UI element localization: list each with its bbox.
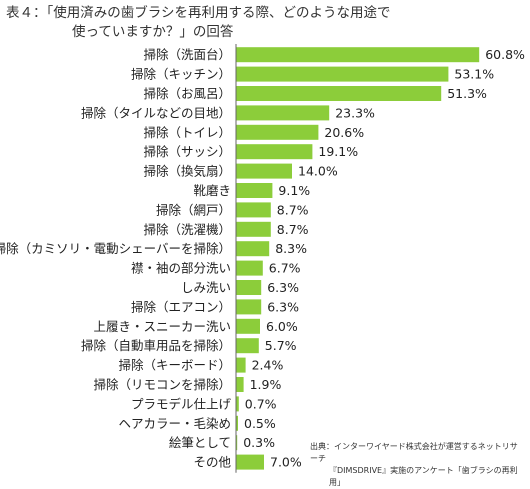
value-label: 14.0% (298, 164, 338, 179)
bar (236, 86, 442, 101)
value-label: 20.6% (324, 125, 364, 140)
value-label: 2.4% (252, 358, 284, 373)
category-label: 掃除（エアコン） (131, 299, 231, 314)
category-label: 掃除（お風呂） (143, 86, 231, 101)
source-note-line1: 出典：インターワイヤード株式会社が運営するネットリサーチ (310, 442, 518, 463)
category-label: 上履き・スニーカー洗い (93, 319, 231, 334)
category-label: その他 (193, 455, 231, 470)
bar (236, 124, 319, 140)
value-label: 23.3% (335, 105, 375, 120)
category-label: 絵筆として (169, 435, 231, 450)
value-label: 8.7% (277, 222, 309, 237)
category-label: 掃除（網戸） (156, 202, 231, 217)
category-label: 掃除（洗面台） (143, 47, 231, 62)
value-label: 6.7% (269, 261, 301, 276)
value-label: 8.3% (275, 241, 307, 256)
category-label: 掃除（タイルなどの目地） (81, 105, 231, 120)
bar (236, 260, 263, 276)
value-label: 9.1% (278, 183, 310, 198)
category-label: 掃除（換気扇） (143, 164, 231, 179)
value-label: 0.5% (244, 416, 276, 431)
category-label: 掃除（カミソリ・電動シェーバーを掃除） (0, 241, 231, 256)
category-label: 襟・袖の部分洗い (131, 261, 231, 276)
chart-title-line1: 表４：「使用済みの歯ブラシを再利用する際、どのような用途で (6, 5, 391, 21)
bar (236, 415, 238, 431)
bar (236, 299, 262, 315)
source-note-line2: 『DIMSDRIVE』実施のアンケート「歯ブラシの再利用」 (329, 466, 518, 487)
value-label: 60.8% (485, 47, 525, 62)
bar (236, 241, 270, 257)
value-label: 1.9% (250, 377, 282, 392)
chart-title-line2: 使っていますか？」の回答 (72, 24, 234, 40)
value-label: 5.7% (265, 338, 297, 353)
category-label: 掃除（洗濯機） (143, 222, 231, 237)
value-label: 8.7% (277, 202, 309, 217)
category-label: 掃除（サッシ） (143, 144, 231, 159)
category-label: 靴磨き (193, 183, 231, 198)
bar (236, 318, 260, 334)
bar (236, 47, 480, 63)
bar (236, 221, 271, 237)
bar (236, 377, 244, 392)
bar (236, 202, 271, 218)
value-label: 7.0% (270, 455, 302, 470)
value-label: 0.7% (245, 396, 277, 411)
category-label: プラモデル仕上げ (131, 396, 232, 411)
bar (236, 280, 262, 295)
chart-title: 表４：「使用済みの歯ブラシを再利用する際、どのような用途で 使っていますか？」の… (6, 4, 526, 42)
bar (236, 357, 246, 373)
bar (236, 105, 330, 121)
value-label: 51.3% (447, 86, 487, 101)
bar (236, 66, 449, 82)
source-note: 出典：インターワイヤード株式会社が運営するネットリサーチ 『DIMSDRIVE』… (310, 441, 525, 489)
value-label: 6.3% (267, 280, 299, 295)
category-label: 掃除（キーボード） (118, 358, 231, 373)
value-label: 6.3% (267, 299, 299, 314)
category-label: 掃除（リモコンを掃除） (93, 377, 231, 392)
category-label: 掃除（自動車用品を掃除） (81, 338, 231, 353)
bar (236, 144, 313, 160)
bar (236, 396, 239, 412)
category-label: 掃除（トイレ） (143, 125, 231, 140)
bar (236, 163, 292, 179)
category-label: 掃除（キッチン） (131, 67, 231, 82)
bar (236, 183, 273, 198)
category-label: しみ洗い (181, 280, 231, 295)
category-label: ヘアカラー・毛染め (118, 416, 231, 431)
value-label: 19.1% (318, 144, 358, 159)
value-label: 0.3% (243, 435, 275, 450)
bar (236, 338, 259, 354)
value-label: 53.1% (454, 67, 494, 82)
bar (236, 454, 264, 470)
value-label: 6.0% (266, 319, 298, 334)
bar (236, 435, 238, 451)
